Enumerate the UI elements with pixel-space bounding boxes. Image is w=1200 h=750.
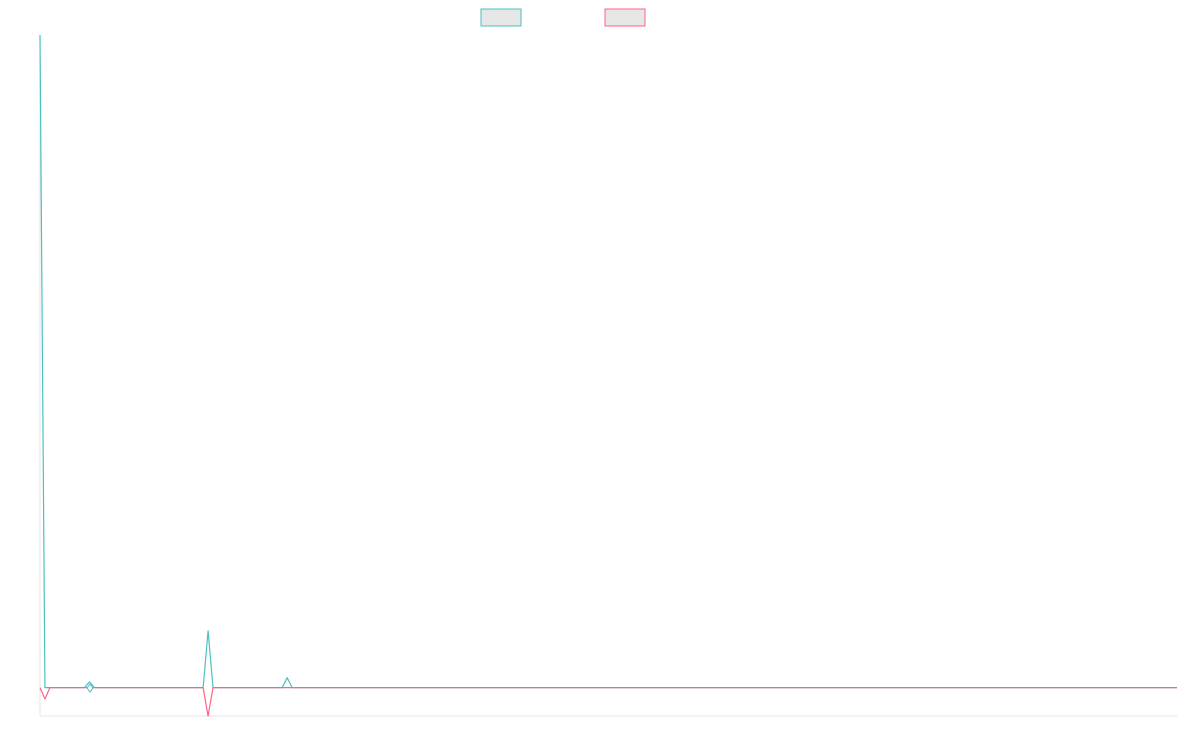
axes: [39, 35, 1177, 717]
legend-swatch-2[interactable]: [604, 8, 646, 27]
series-layer: [39, 34, 1177, 717]
legend: [480, 8, 646, 27]
series-1-line: [39, 34, 1177, 689]
series-1-marker: [86, 683, 94, 693]
series-2-line: [39, 687, 1177, 717]
legend-swatch-1[interactable]: [480, 8, 522, 27]
